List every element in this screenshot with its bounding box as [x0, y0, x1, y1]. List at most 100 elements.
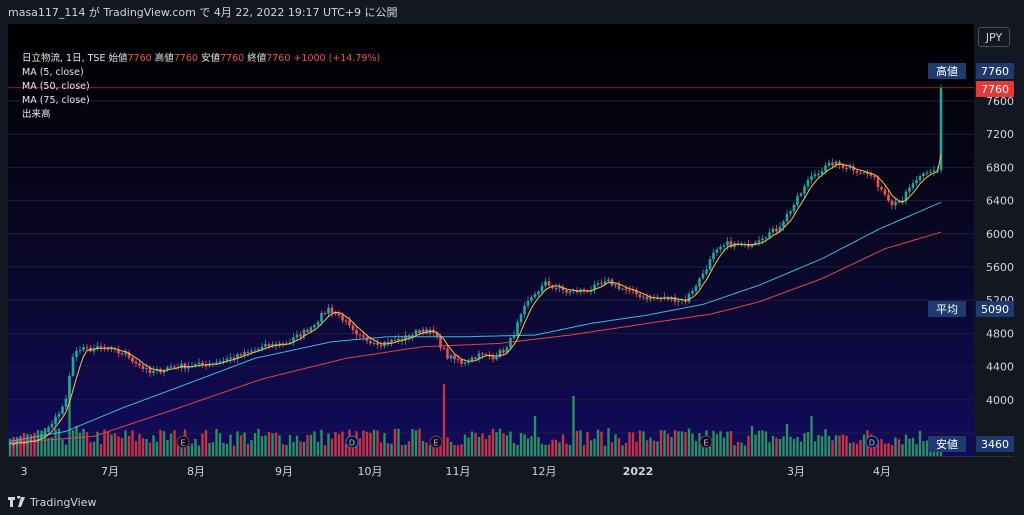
- candle: [327, 307, 330, 314]
- volume-bar: [894, 437, 897, 456]
- volume-bar: [628, 432, 631, 456]
- time-tick-label: 7月: [101, 465, 119, 478]
- candle: [22, 442, 26, 444]
- volume-bar: [645, 440, 649, 456]
- candle: [117, 349, 120, 354]
- candle: [376, 342, 379, 345]
- chart-area[interactable]: 日立物流, 1日, TSE 始値7760 高値7760 安値7760 終値776…: [8, 24, 974, 456]
- legend-ma75[interactable]: MA (75, close): [22, 95, 90, 106]
- time-axis[interactable]: 3 7月 8月 9月 10月 11月 12月 2022 3月 4月: [8, 456, 974, 485]
- candle: [712, 252, 715, 260]
- volume-bar: [29, 434, 33, 456]
- candle: [99, 346, 103, 348]
- volume-bar: [656, 441, 659, 456]
- volume-bar: [684, 432, 687, 456]
- volume-bar: [152, 435, 155, 456]
- candle: [498, 350, 502, 357]
- volume-bar: [642, 431, 645, 456]
- candle: [810, 176, 813, 180]
- volume-bar: [239, 435, 243, 456]
- volume-bar: [603, 445, 607, 456]
- candle: [64, 398, 68, 407]
- candle: [768, 232, 771, 238]
- currency-button[interactable]: JPY: [978, 27, 1010, 47]
- candle: [852, 166, 855, 171]
- volume-bar: [691, 433, 694, 456]
- volume-bar: [68, 376, 71, 456]
- volume-bar: [397, 428, 400, 456]
- legend-ma50[interactable]: MA (50, close): [22, 81, 90, 92]
- price-tick-label: 5600: [986, 261, 1014, 274]
- volume-bar: [488, 434, 491, 456]
- candle: [642, 296, 645, 298]
- legend-change: +1000 (+14.79%): [293, 53, 381, 64]
- candle: [141, 365, 145, 369]
- volume-bar: [243, 432, 246, 456]
- candle: [782, 221, 785, 227]
- volume-bar: [687, 428, 691, 456]
- volume-bar: [124, 430, 127, 456]
- candle: [799, 193, 803, 197]
- candle: [722, 245, 726, 247]
- time-tick-label: 4月: [873, 465, 891, 478]
- time-tick-label: 8月: [187, 465, 205, 478]
- candle: [390, 339, 393, 344]
- candle: [411, 334, 414, 338]
- volume-bar: [568, 445, 572, 456]
- candle: [754, 242, 757, 245]
- volume-bar: [607, 428, 610, 456]
- volume-bar: [82, 428, 85, 456]
- volume-bar: [302, 441, 306, 456]
- volume-bar: [621, 445, 624, 456]
- volume-bar: [99, 444, 103, 456]
- candle: [54, 416, 57, 424]
- candle: [180, 363, 183, 369]
- volume-bar: [558, 442, 561, 456]
- volume-bar: [796, 437, 799, 456]
- candle: [547, 281, 551, 286]
- volume-bar: [785, 424, 789, 456]
- candle: [124, 352, 127, 355]
- tradingview-logo-icon: [8, 496, 25, 507]
- candle: [148, 367, 152, 373]
- candle: [355, 329, 358, 335]
- legend-volume[interactable]: 出来高: [22, 109, 51, 120]
- volume-bar: [799, 441, 803, 456]
- volume-bar: [218, 433, 222, 456]
- volume-bar: [369, 432, 372, 456]
- volume-bar: [456, 445, 460, 456]
- volume-bar: [593, 438, 596, 456]
- volume-bar: [127, 435, 131, 456]
- candle: [341, 315, 344, 321]
- volume-bar: [579, 430, 582, 456]
- footer: TradingView: [0, 490, 1024, 515]
- price-tick-label: 4800: [986, 327, 1014, 340]
- volume-bar: [635, 441, 638, 456]
- volume-bar: [904, 434, 908, 456]
- volume-bar: [141, 438, 145, 456]
- volume-bar: [491, 428, 495, 456]
- candle: [460, 359, 463, 364]
- volume-bar: [197, 445, 201, 456]
- candle: [120, 353, 124, 355]
- candle: [698, 278, 701, 287]
- candle: [446, 348, 449, 359]
- candle: [803, 186, 806, 194]
- volume-bar: [540, 443, 544, 456]
- candle: [813, 174, 817, 177]
- volume-bar: [880, 438, 883, 456]
- volume-bar: [803, 433, 806, 456]
- top-bar: masa117_114 が TradingView.com で 4月 22, 2…: [0, 0, 1024, 22]
- price-axis[interactable]: 4000 4400 4800 5200 5600 6000 6400 6800 7200 7600: [974, 24, 1014, 456]
- candle: [509, 338, 512, 348]
- candle: [880, 187, 883, 190]
- candle: [138, 363, 141, 366]
- legend-ma5[interactable]: MA (5, close): [22, 67, 84, 78]
- volume-bar: [789, 436, 792, 456]
- price-tick-label: 7600: [986, 95, 1014, 108]
- candle: [330, 307, 334, 314]
- volume-bar: [670, 437, 673, 456]
- volume-bar: [652, 440, 656, 456]
- candle: [862, 172, 866, 174]
- volume-bar: [299, 441, 302, 456]
